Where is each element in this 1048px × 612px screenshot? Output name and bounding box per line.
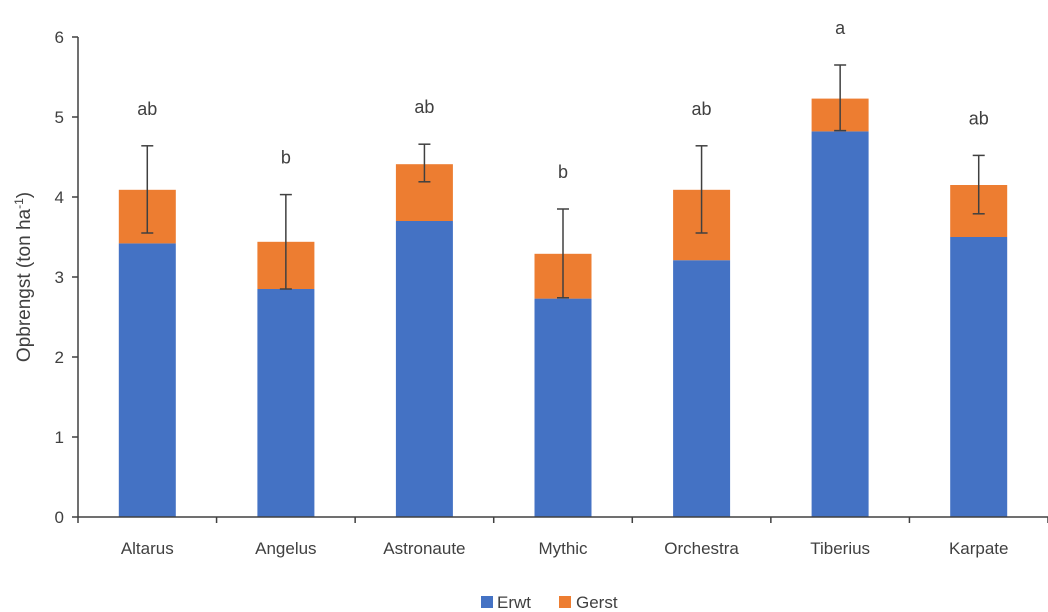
y-tick-label-1: 1 xyxy=(55,428,64,447)
y-tick-label-4: 4 xyxy=(55,188,64,207)
legend: Erwt Gerst xyxy=(481,593,618,612)
error-bar-orchestra xyxy=(695,145,708,234)
error-bar-tiberius xyxy=(834,64,847,132)
x-tick-label-karpate: Karpate xyxy=(949,539,1009,558)
x-tick-label-tiberius: Tiberius xyxy=(810,539,870,558)
y-tick-label-2: 2 xyxy=(55,348,64,367)
bar-erwt-angelus xyxy=(257,289,315,517)
y-axis-title-superscript: -1 xyxy=(12,198,26,209)
error-bar-astronaute xyxy=(418,143,431,183)
bar-erwt-mythic xyxy=(534,298,592,517)
error-bar-angelus xyxy=(279,193,292,290)
legend-label-gerst: Gerst xyxy=(576,593,618,612)
error-bar-mythic xyxy=(557,208,569,299)
x-tick-label-altarus: Altarus xyxy=(121,539,174,558)
significance-label-angelus: b xyxy=(281,148,291,168)
x-tick-label-orchestra: Orchestra xyxy=(664,539,739,558)
y-axis-title-main: Opbrengst (ton ha xyxy=(14,208,35,362)
error-bar-karpate xyxy=(972,154,985,215)
x-tick-label-mythic: Mythic xyxy=(538,539,588,558)
significance-label-karpate: ab xyxy=(969,108,989,128)
bar-erwt-tiberius xyxy=(811,131,869,517)
legend-label-erwt: Erwt xyxy=(497,593,531,612)
legend-swatch-gerst xyxy=(559,596,571,608)
x-tick-label-astronaute: Astronaute xyxy=(383,539,465,558)
significance-label-mythic: b xyxy=(558,162,568,182)
significance-label-orchestra: ab xyxy=(692,99,712,119)
y-tick-label-5: 5 xyxy=(55,108,64,127)
error-bars-layer xyxy=(141,64,985,299)
bar-erwt-altarus xyxy=(118,243,176,517)
bar-erwt-astronaute xyxy=(395,221,453,517)
y-axis-title-close: ) xyxy=(14,192,35,198)
y-axis-title: Opbrengst (ton ha-1) xyxy=(12,192,35,362)
y-tick-label-3: 3 xyxy=(55,268,64,287)
bar-erwt-karpate xyxy=(950,237,1008,517)
y-tick-label-6: 6 xyxy=(55,28,64,47)
legend-swatch-erwt xyxy=(481,596,493,608)
x-tick-label-angelus: Angelus xyxy=(255,539,316,558)
labels-layer: ab Altarus b Angelus ab Astronaute b Mythic ab Or… xyxy=(55,18,1009,558)
y-tick-label-0: 0 xyxy=(55,508,64,527)
significance-label-astronaute: ab xyxy=(414,97,434,117)
significance-label-tiberius: a xyxy=(835,18,846,38)
significance-label-altarus: ab xyxy=(137,99,157,119)
error-bar-altarus xyxy=(141,145,154,234)
axes-layer xyxy=(72,36,1048,523)
bar-erwt-orchestra xyxy=(673,260,731,517)
